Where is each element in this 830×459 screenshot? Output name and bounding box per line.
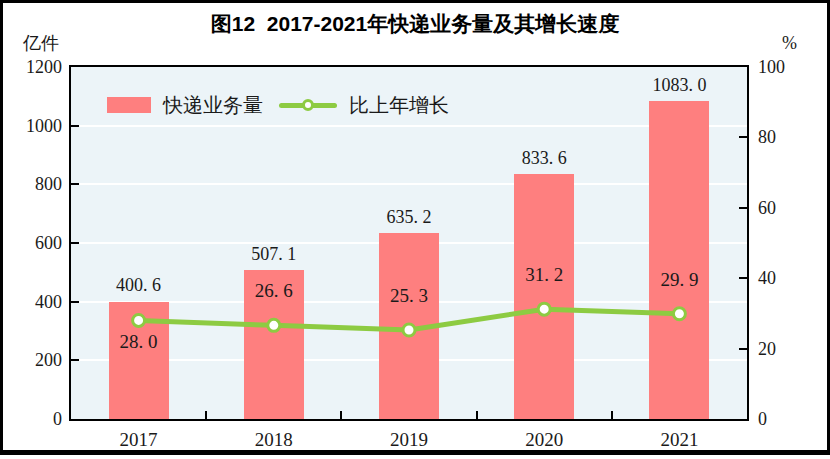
right-axis-tickmark [739,348,747,350]
bar-value-label: 400. 6 [79,275,199,295]
bar-value-label: 635. 2 [349,207,469,227]
figure-title: 图12 2017-2021年快递业务量及其增长速度 [3,10,827,38]
left-axis-unit-label: 亿件 [23,31,59,55]
left-axis-tickmark [71,183,79,185]
gridline [71,125,747,127]
figure12-express-delivery-chart: 图12 2017-2021年快递业务量及其增长速度 亿件 % 020040060… [0,0,830,459]
left-axis-tick-label: 800 [3,174,62,194]
x-axis-label-2020: 2020 [477,429,612,451]
legend-label: 比上年增长 [349,92,449,119]
right-axis-tickmark [739,207,747,209]
line-legend-marker [279,98,337,112]
bar-value-label: 1083. 0 [619,75,739,95]
left-axis-tickmark [71,359,79,361]
left-axis-tickmark [71,242,79,244]
figure-frame: 图12 2017-2021年快递业务量及其增长速度 亿件 % 020040060… [0,0,830,455]
legend-item: 快递业务量 [107,92,263,119]
legend: 快递业务量 比上年增长 [107,93,449,117]
legend-label: 快递业务量 [163,92,263,119]
x-axis-tickmark [611,411,613,419]
gridline [71,183,747,185]
left-axis-tick-label: 0 [3,409,62,429]
left-axis-tick-label: 200 [3,350,62,370]
left-axis-tick-label: 400 [3,292,62,312]
growth-value-label: 28. 0 [79,332,199,352]
right-axis-tickmark [739,277,747,279]
growth-value-label: 26. 6 [214,281,334,301]
bar-2020 [514,174,574,419]
right-axis-tick-label: 20 [758,339,802,359]
bar-value-label: 507. 1 [214,244,334,264]
growth-value-label: 25. 3 [349,286,469,306]
right-axis-tick-label: 0 [758,409,802,429]
bar-2019 [379,233,439,419]
growth-value-label: 29. 9 [619,270,739,290]
right-axis-tick-label: 40 [758,268,802,288]
legend-item: 比上年增长 [279,92,449,119]
x-axis-tickmark [340,411,342,419]
x-axis-label-2017: 2017 [71,429,206,451]
right-axis-tick-label: 60 [758,198,802,218]
x-axis-tickmark [205,411,207,419]
right-axis-tickmark [739,136,747,138]
x-axis-label-2021: 2021 [612,429,747,451]
x-axis-label-2019: 2019 [341,429,476,451]
x-axis-tickmark [476,411,478,419]
line-legend-circle-icon [302,99,314,111]
bar-2021 [649,101,709,419]
left-axis-tickmark [71,301,79,303]
x-axis-label-2018: 2018 [206,429,341,451]
left-axis-tick-label: 1200 [3,57,62,77]
right-axis-tick-label: 100 [758,57,802,77]
left-axis-tickmark [71,125,79,127]
bar-value-label: 833. 6 [484,148,604,168]
bar-legend-swatch [107,97,151,113]
left-axis-tick-label: 1000 [3,116,62,136]
bar-2017 [109,302,169,420]
plot-area: 400. 6 507. 1 635. 2 833. 6 1083. 0 28. 0 26. … [69,65,749,421]
right-axis-unit-label: % [782,33,797,54]
right-axis-tick-label: 80 [758,127,802,147]
growth-value-label: 31. 2 [484,265,604,285]
left-axis-tick-label: 600 [3,233,62,253]
